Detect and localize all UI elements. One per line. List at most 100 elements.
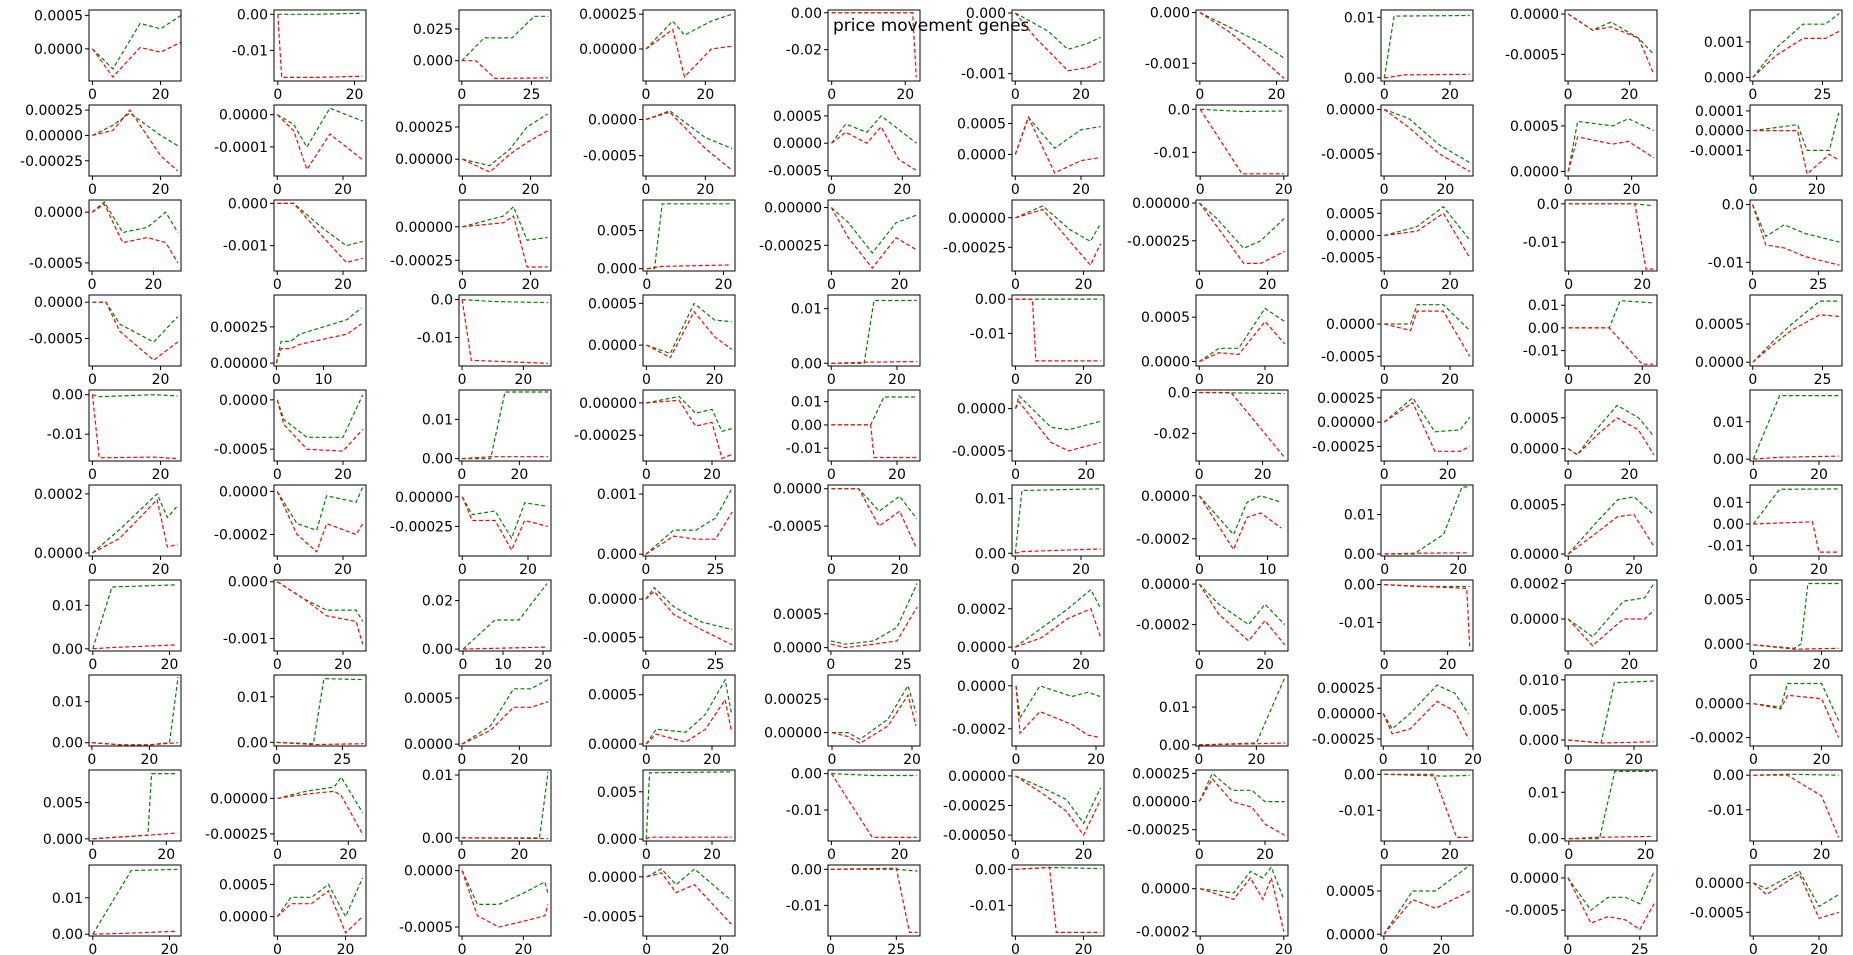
- y-tick-label: -0.001: [1145, 56, 1190, 72]
- x-tick-label: 20: [696, 87, 714, 103]
- y-tick-label: -0.0005: [583, 630, 637, 646]
- y-tick-label: -0.0005: [1321, 251, 1375, 267]
- figure-title: price movement genes: [833, 16, 1030, 36]
- red-series-line: [1384, 73, 1470, 79]
- green-series-line: [1198, 676, 1286, 746]
- x-tick-label: 0: [1012, 752, 1021, 768]
- subplot-50: 0.01 0.00 0 20: [1713, 389, 1843, 483]
- axes-frame: [642, 484, 736, 557]
- y-tick-label: -0.01: [1523, 344, 1559, 360]
- x-tick-label: 0: [1749, 657, 1758, 673]
- axes-frame: [1011, 864, 1105, 937]
- y-tick-label: 0.0000: [34, 205, 83, 221]
- x-tick-label: 0: [1748, 277, 1757, 293]
- axes-frame: [827, 9, 921, 82]
- axes-frame: [1195, 864, 1289, 937]
- green-series-line: [91, 677, 179, 746]
- subplot-72: 0.01 0.000 25: [237, 674, 367, 768]
- x-tick-label: 20: [893, 182, 911, 198]
- y-tick-label: 0.001: [597, 487, 637, 503]
- subplot-36: 0.00 -0.01 0 20: [970, 292, 1105, 388]
- y-tick-label: 0.00025: [1317, 681, 1375, 697]
- red-series-line: [1567, 877, 1655, 931]
- x-tick-label: 20: [514, 942, 532, 955]
- green-series-line: [1567, 118, 1655, 172]
- axes-frame: [458, 579, 552, 652]
- y-tick-label: 0.0000: [957, 679, 1006, 695]
- y-tick-label: -0.00025: [1312, 439, 1375, 455]
- x-tick-label: 25: [1631, 942, 1649, 955]
- axes-frame: [1749, 769, 1843, 842]
- x-tick-label: 20: [1072, 87, 1090, 103]
- axes-frame: [1380, 294, 1474, 367]
- x-tick-label: 20: [510, 752, 528, 768]
- green-series-line: [1014, 394, 1101, 431]
- y-tick-label: 0.00000: [395, 152, 453, 168]
- subplot-95: 0.00 -0.01 0 25: [786, 862, 921, 955]
- subplot-39: 0.01 0.00 -0.01 0 20: [1523, 294, 1658, 388]
- axes-frame: [1749, 864, 1843, 937]
- y-tick-label: 0.00000: [764, 201, 822, 217]
- subplot-84: 0.005 0.000 0 20: [597, 769, 736, 863]
- y-tick-label: -0.0005: [952, 444, 1006, 460]
- y-tick-label: 0.00000: [579, 42, 637, 58]
- red-series-line: [462, 646, 548, 650]
- subplot-75: 0.00025 0.00000 0 20: [764, 674, 921, 768]
- axes-frame: [642, 389, 736, 462]
- red-series-line: [277, 790, 364, 835]
- subplot-91: 0.01 0.00 0 20: [52, 864, 182, 955]
- y-tick-label: 0.01: [1713, 415, 1744, 431]
- subplot-37: 0.0005 0.0000 0 20: [1141, 294, 1289, 388]
- y-tick-label: 0.00: [975, 862, 1006, 878]
- y-tick-label: 0.0000: [1141, 882, 1190, 898]
- y-tick-label: 0.00: [791, 6, 822, 22]
- y-tick-label: 0.0000: [404, 737, 453, 753]
- subplot-35: 0.01 0.00 0 20: [791, 294, 921, 388]
- x-tick-label: 0: [273, 182, 282, 198]
- green-series-line: [1752, 395, 1839, 460]
- subplot-4: 0.00025 0.00000 0 20: [579, 7, 736, 103]
- x-tick-label: 20: [1625, 562, 1643, 578]
- y-tick-label: -0.0002: [1690, 731, 1744, 747]
- x-tick-label: 20: [337, 942, 355, 955]
- y-tick-label: 0.00: [52, 642, 83, 658]
- y-tick-label: 0.00: [52, 736, 83, 752]
- x-tick-label: 10: [1259, 562, 1277, 578]
- y-tick-label: -0.0005: [768, 164, 822, 180]
- y-tick-label: 0.0000: [1510, 442, 1559, 458]
- green-series-line: [1568, 770, 1654, 840]
- red-series-line: [1382, 700, 1470, 740]
- red-series-line: [646, 310, 732, 359]
- y-tick-label: -0.0002: [1136, 925, 1190, 941]
- axes-frame: [642, 104, 736, 177]
- axes-frame: [1564, 674, 1658, 747]
- subplot-52: 0.0000 -0.0002 0 20: [214, 484, 367, 578]
- red-series-line: [1014, 115, 1101, 174]
- red-series-line: [1199, 108, 1284, 175]
- axes-frame: [642, 9, 736, 82]
- red-series-line: [1384, 773, 1470, 839]
- y-tick-label: -0.0005: [29, 256, 83, 272]
- red-series-line: [91, 203, 179, 264]
- green-series-line: [1382, 684, 1469, 730]
- red-series-line: [830, 773, 917, 839]
- green-series-line: [646, 302, 732, 355]
- x-tick-label: 20: [334, 182, 352, 198]
- subplot-14: 0.0000 -0.0005 0 20: [583, 104, 736, 198]
- y-tick-label: 0.0000: [219, 108, 268, 124]
- subplot-5: 0.00 -0.02 0 20: [786, 6, 921, 103]
- y-tick-label: -0.01: [1708, 255, 1744, 271]
- red-series-line: [1383, 890, 1471, 935]
- x-tick-label: 20: [1441, 847, 1459, 863]
- x-tick-label: 0: [88, 372, 97, 388]
- red-series-line: [1015, 866, 1101, 934]
- x-tick-label: 0: [1379, 752, 1388, 768]
- x-tick-label: 20: [334, 657, 352, 673]
- x-tick-label: 20: [1075, 372, 1093, 388]
- y-tick-label: 0.0000: [588, 338, 637, 354]
- green-series-line: [1014, 116, 1101, 155]
- red-series-line: [1200, 875, 1285, 932]
- y-tick-label: 0.00000: [948, 211, 1006, 227]
- y-tick-label: -0.0005: [1505, 47, 1559, 63]
- x-tick-label: 0: [1564, 562, 1573, 578]
